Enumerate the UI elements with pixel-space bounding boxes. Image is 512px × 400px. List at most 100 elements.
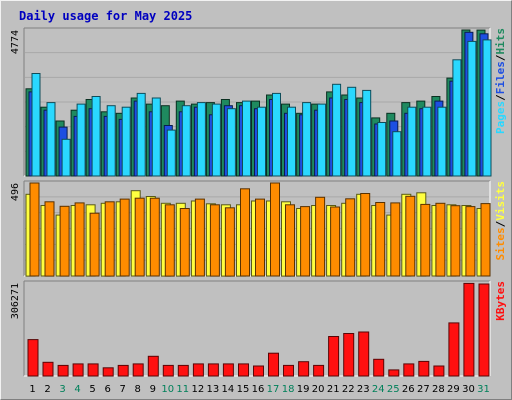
day-label-12: 12 bbox=[192, 384, 205, 395]
kbytes-bar-kbytes-day-6 bbox=[102, 367, 114, 377]
kbytes-bar-kbytes-day-9 bbox=[147, 355, 159, 377]
visits-bar-sites-day-3 bbox=[59, 205, 70, 277]
visits-bar-sites-day-28 bbox=[435, 202, 446, 277]
day-label-27: 27 bbox=[417, 384, 430, 395]
day-label-9: 9 bbox=[150, 384, 156, 395]
day-label-23: 23 bbox=[357, 384, 370, 395]
visits-bar-sites-day-2 bbox=[44, 201, 55, 277]
kbytes-bar-kbytes-day-29 bbox=[448, 322, 460, 377]
hits-bar-pages-day-19 bbox=[302, 102, 312, 177]
kbytes-bar-kbytes-day-24 bbox=[373, 358, 385, 377]
visits-bar-sites-day-8 bbox=[134, 197, 145, 277]
day-label-16: 16 bbox=[252, 384, 265, 395]
visits-max-label: 496 bbox=[10, 183, 21, 201]
kbytes-bar-kbytes-day-28 bbox=[433, 365, 445, 377]
hits-bar-pages-day-18 bbox=[287, 106, 296, 177]
hits-bar-pages-day-28 bbox=[437, 106, 447, 177]
hits-bar-pages-day-13 bbox=[211, 103, 221, 177]
hits-max-label: 4774 bbox=[10, 30, 21, 54]
legend-visits: Visits bbox=[494, 181, 507, 221]
hits-bar-pages-day-8 bbox=[136, 92, 146, 177]
kbytes-bar-kbytes-day-16 bbox=[253, 365, 264, 377]
visits-bar-sites-day-7 bbox=[119, 198, 130, 277]
day-label-7: 7 bbox=[120, 384, 126, 395]
day-label-15: 15 bbox=[237, 384, 250, 395]
visits-bar-sites-day-1 bbox=[29, 182, 40, 277]
kbytes-bar-kbytes-day-23 bbox=[358, 331, 370, 377]
visits-bar-sites-day-21 bbox=[330, 206, 341, 277]
kbytes-bar-kbytes-day-20 bbox=[313, 364, 325, 377]
visits-bar-sites-day-25 bbox=[390, 202, 401, 277]
day-label-11: 11 bbox=[176, 384, 189, 395]
hits-bar-pages-day-21 bbox=[332, 83, 342, 177]
visits-bar-sites-day-15 bbox=[240, 188, 250, 277]
hits-bar-pages-day-11 bbox=[181, 105, 191, 177]
day-label-30: 30 bbox=[462, 384, 475, 395]
day-label-25: 25 bbox=[387, 384, 400, 395]
visits-bar-sites-day-12 bbox=[194, 198, 205, 277]
hits-bar-pages-day-14 bbox=[226, 108, 236, 177]
day-label-5: 5 bbox=[89, 384, 95, 395]
kbytes-bar-kbytes-day-13 bbox=[207, 363, 219, 377]
hits-bar-pages-day-24 bbox=[377, 122, 387, 177]
day-label-4: 4 bbox=[74, 384, 80, 395]
kbytes-bar-kbytes-day-18 bbox=[283, 364, 294, 377]
kbytes-bar-kbytes-day-26 bbox=[403, 363, 415, 377]
visits-bar-sites-day-18 bbox=[285, 204, 295, 277]
visits-bar-sites-day-19 bbox=[300, 206, 311, 277]
day-label-1: 1 bbox=[29, 384, 35, 395]
hits-bar-pages-day-26 bbox=[407, 106, 417, 177]
day-label-14: 14 bbox=[222, 384, 235, 395]
legend-hits: Hits bbox=[494, 28, 507, 55]
visits-bar-sites-day-27 bbox=[420, 203, 431, 277]
hits-bar-pages-day-23 bbox=[362, 89, 372, 177]
hits-bar-pages-day-31 bbox=[482, 39, 492, 177]
visits-bar-sites-day-9 bbox=[149, 197, 160, 277]
hits-bar-pages-day-22 bbox=[347, 86, 357, 177]
hits-bar-pages-day-1 bbox=[31, 73, 41, 177]
visits-bar-sites-day-4 bbox=[74, 202, 85, 277]
visits-bar-sites-day-26 bbox=[405, 195, 416, 277]
legend-separator: / bbox=[494, 94, 507, 101]
kbytes-bar-kbytes-day-15 bbox=[238, 363, 249, 377]
visits-bar-sites-day-30 bbox=[465, 206, 476, 277]
day-label-29: 29 bbox=[447, 384, 460, 395]
day-label-24: 24 bbox=[372, 384, 385, 395]
hits-legend-label: Pages/Files/Hits bbox=[494, 28, 507, 134]
visits-bar-sites-day-5 bbox=[89, 212, 100, 277]
hits-bar-pages-day-29 bbox=[452, 59, 462, 177]
legend-files: Files bbox=[494, 61, 507, 94]
day-label-28: 28 bbox=[432, 384, 445, 395]
visits-bar-sites-day-16 bbox=[255, 198, 265, 277]
hits-bar-pages-day-15 bbox=[242, 100, 251, 177]
visits-bar-sites-day-17 bbox=[270, 182, 280, 277]
kbytes-max-label: 306271 bbox=[10, 283, 21, 319]
hits-bar-pages-day-20 bbox=[317, 103, 327, 177]
day-label-17: 17 bbox=[267, 384, 280, 395]
visits-bar-sites-day-22 bbox=[345, 198, 356, 277]
visits-bar-sites-day-13 bbox=[209, 204, 220, 277]
hits-bar-pages-day-27 bbox=[422, 106, 432, 177]
hits-bar-pages-day-30 bbox=[467, 40, 477, 177]
visits-bar-sites-day-23 bbox=[360, 193, 371, 277]
day-label-26: 26 bbox=[402, 384, 415, 395]
kbytes-bar-kbytes-day-19 bbox=[298, 361, 310, 377]
hits-bar-pages-day-7 bbox=[121, 106, 131, 177]
day-label-20: 20 bbox=[312, 384, 325, 395]
kbytes-bar-kbytes-day-21 bbox=[328, 336, 340, 377]
visits-bar-sites-day-14 bbox=[224, 207, 235, 277]
visits-bar-sites-day-31 bbox=[480, 203, 491, 277]
hits-bar-pages-day-5 bbox=[91, 96, 101, 177]
day-label-31: 31 bbox=[477, 384, 490, 395]
kbytes-bar-kbytes-day-27 bbox=[418, 360, 430, 377]
hits-bar-pages-day-16 bbox=[257, 106, 266, 177]
visits-bar-sites-day-6 bbox=[104, 201, 115, 277]
kbytes-bar-kbytes-day-31 bbox=[478, 283, 490, 377]
visits-bar-sites-day-10 bbox=[164, 204, 175, 277]
hits-bar-pages-day-17 bbox=[272, 92, 281, 177]
kbytes-bar-kbytes-day-4 bbox=[72, 363, 84, 377]
hits-bar-pages-day-3 bbox=[61, 138, 71, 177]
day-label-21: 21 bbox=[327, 384, 340, 395]
kbytes-bar-kbytes-day-17 bbox=[268, 352, 279, 377]
kbytes-bar-kbytes-day-11 bbox=[177, 364, 189, 377]
